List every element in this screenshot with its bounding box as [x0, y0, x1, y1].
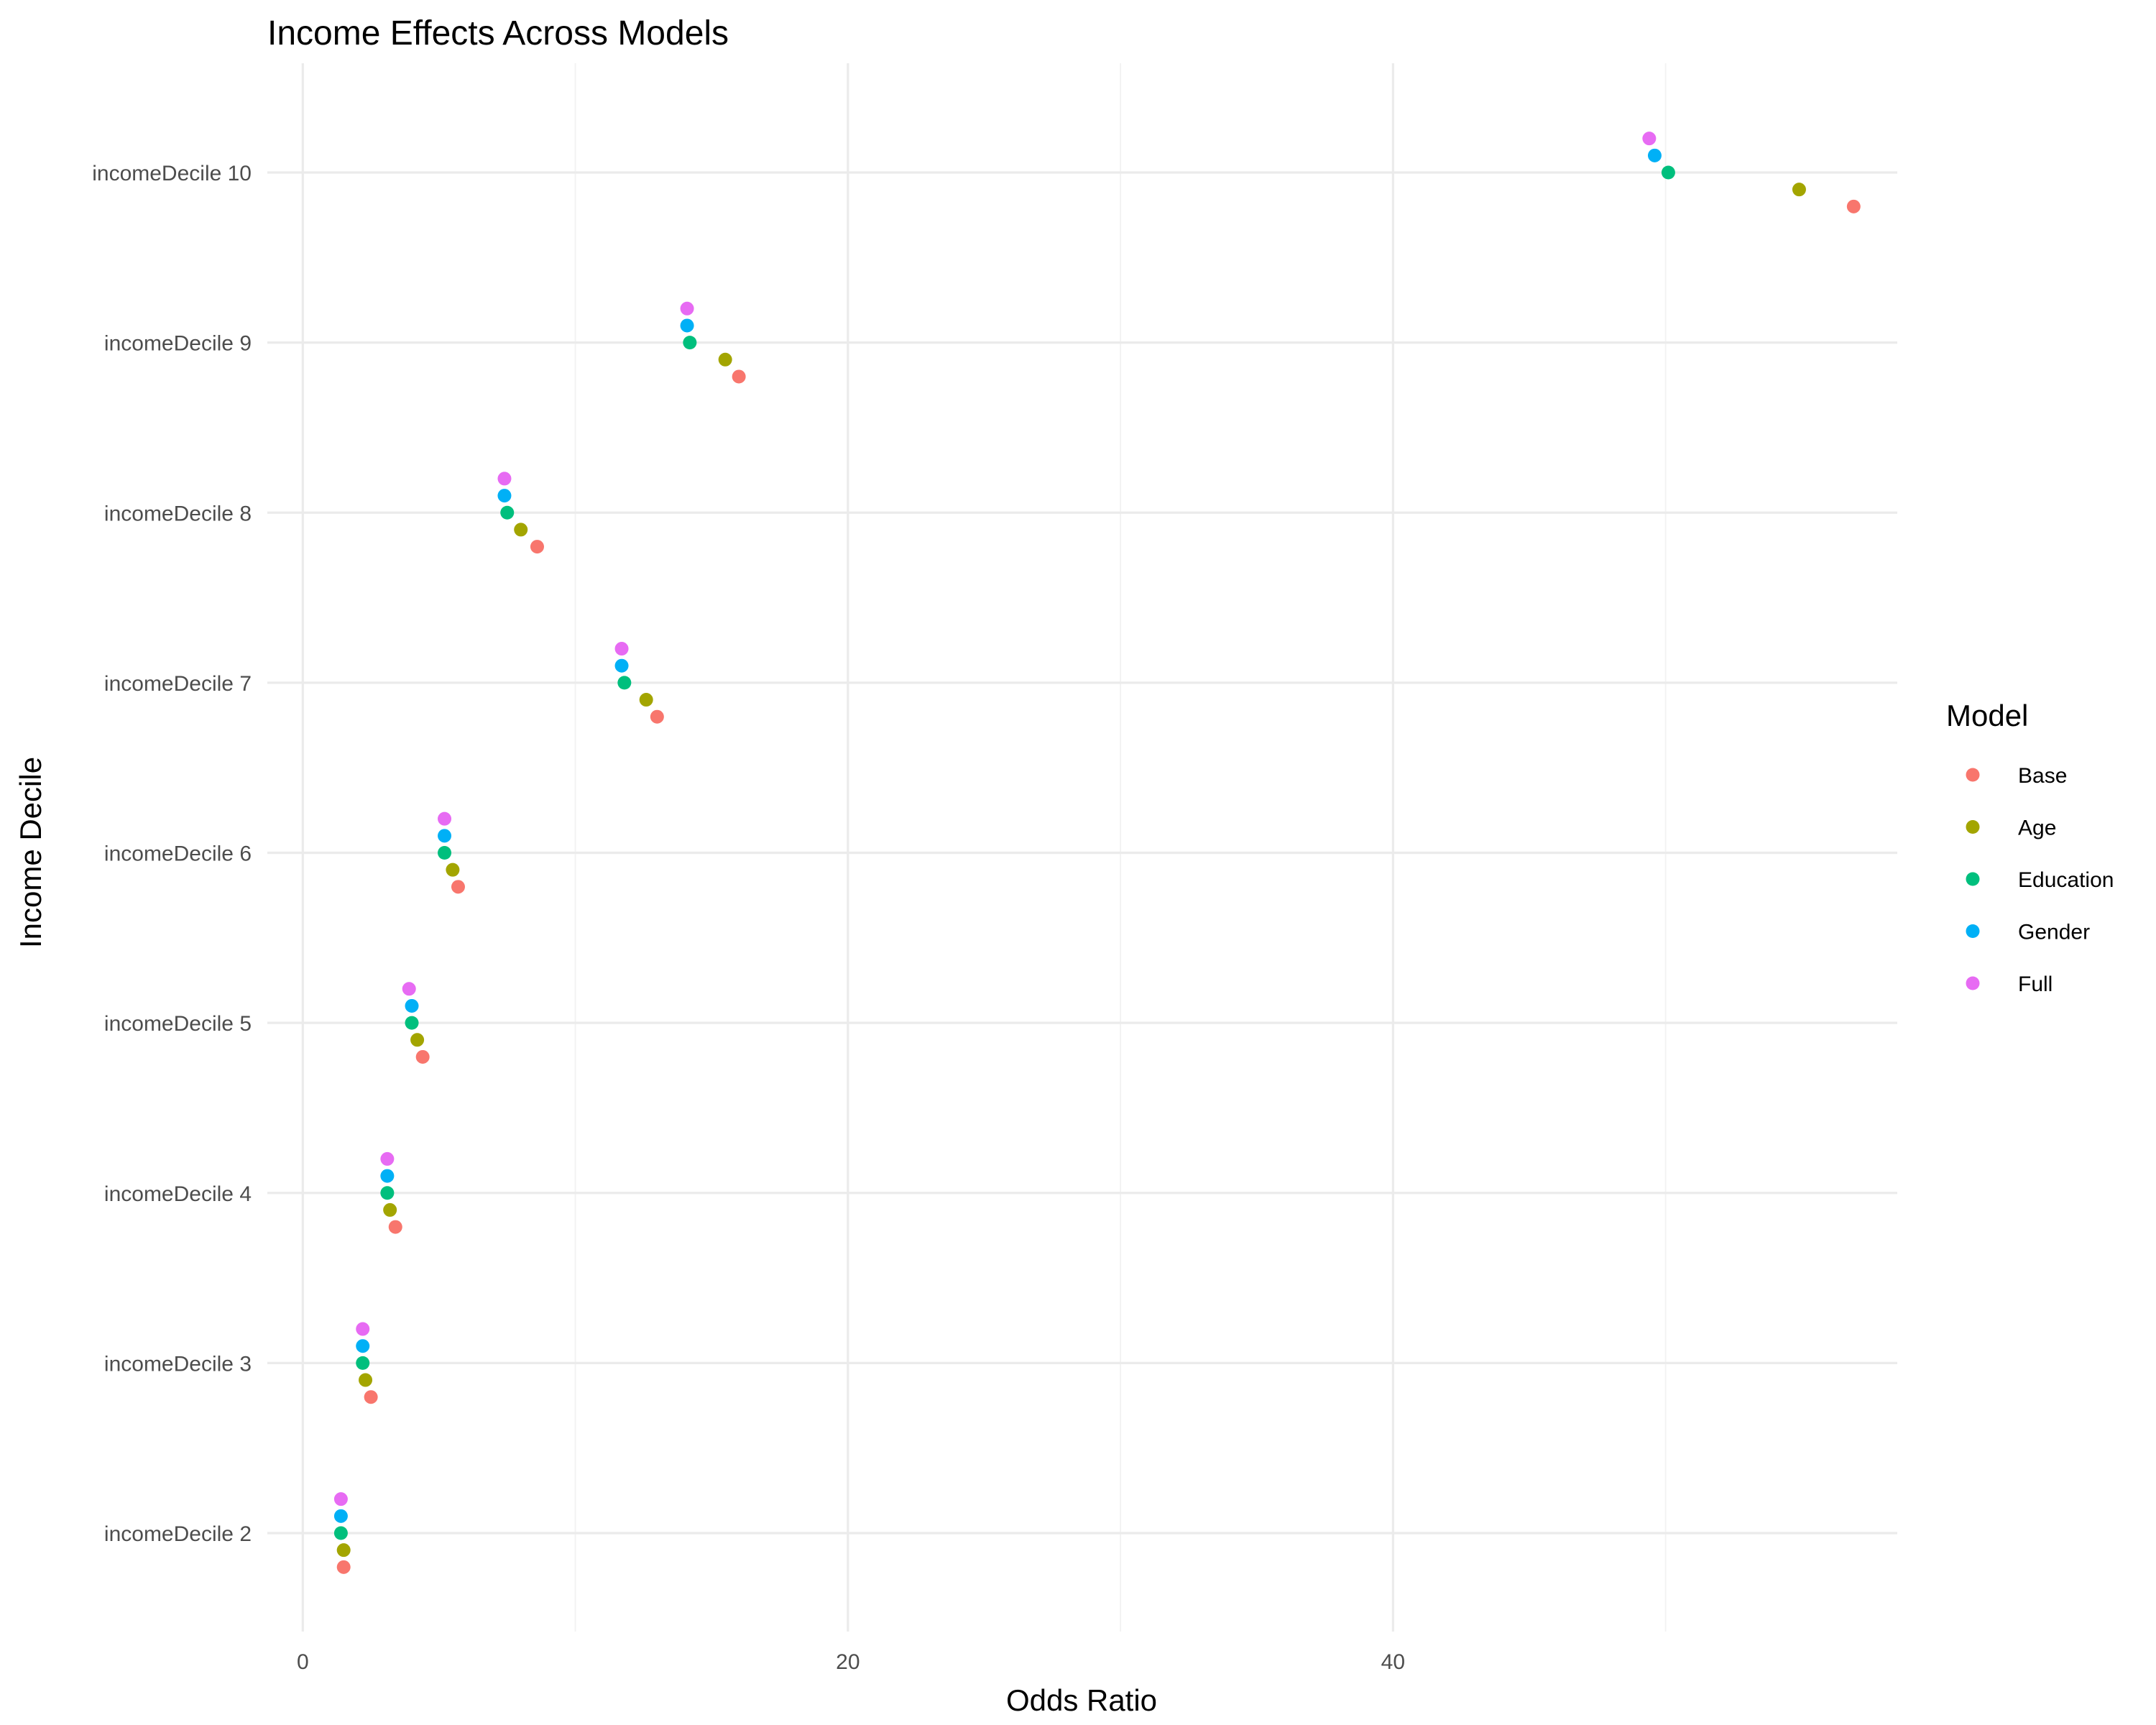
x-tick-label: 0 — [297, 1650, 309, 1674]
data-point — [451, 880, 465, 894]
data-point — [1661, 165, 1675, 180]
legend-key — [1966, 872, 1980, 886]
data-point — [410, 1033, 425, 1047]
data-point — [732, 369, 746, 384]
data-point — [446, 862, 460, 877]
data-point — [514, 523, 528, 537]
data-point — [388, 1220, 402, 1234]
data-point — [405, 998, 419, 1013]
data-point — [1647, 148, 1662, 162]
y-tick-label: incomeDecile 2 — [104, 1522, 252, 1546]
x-tick-label: 40 — [1381, 1650, 1405, 1674]
data-point — [639, 693, 653, 707]
legend-label: Gender — [2018, 921, 2090, 944]
data-points — [333, 132, 1861, 1574]
data-point — [718, 352, 732, 367]
data-point — [530, 540, 544, 554]
data-point — [500, 505, 515, 520]
legend-key — [1966, 924, 1980, 938]
data-point — [380, 1151, 395, 1166]
data-point — [333, 1509, 348, 1523]
data-point — [333, 1526, 348, 1540]
y-tick-label: incomeDecile 7 — [104, 672, 252, 696]
legend-key — [1966, 976, 1980, 990]
grid — [267, 63, 1897, 1632]
data-point — [356, 1339, 370, 1353]
data-point — [497, 472, 512, 486]
y-tick-label: incomeDecile 8 — [104, 502, 252, 525]
y-tick-label: incomeDecile 5 — [104, 1012, 252, 1036]
data-point — [380, 1186, 395, 1200]
data-point — [415, 1049, 430, 1064]
data-point — [438, 811, 452, 826]
data-point — [356, 1356, 370, 1370]
x-axis-ticks: 0 20 40 — [297, 1650, 1405, 1674]
y-axis-ticks: incomeDecile 2 incomeDecile 3 incomeDecile… — [92, 162, 252, 1546]
data-point — [336, 1543, 351, 1558]
y-tick-label: incomeDecile 9 — [104, 332, 252, 356]
x-tick-label: 20 — [836, 1650, 860, 1674]
data-point — [614, 642, 629, 656]
data-point — [614, 658, 629, 673]
legend-label: Age — [2018, 816, 2056, 840]
data-point — [680, 318, 694, 333]
data-point — [356, 1322, 370, 1336]
data-point — [336, 1560, 351, 1574]
data-point — [680, 301, 694, 316]
data-point — [497, 489, 512, 503]
data-point — [383, 1202, 397, 1217]
data-point — [333, 1492, 348, 1506]
chart-title: Income Effects Across Models — [267, 14, 729, 52]
legend-title: Model — [1946, 699, 2028, 732]
data-point — [617, 676, 632, 690]
data-point — [683, 336, 697, 350]
legend-key — [1966, 820, 1980, 834]
y-tick-label: incomeDecile 4 — [104, 1182, 252, 1206]
data-point — [359, 1373, 373, 1387]
data-point — [405, 1016, 419, 1030]
data-point — [402, 982, 416, 996]
data-point — [1792, 183, 1806, 197]
y-axis-title: Income Decile — [14, 757, 47, 948]
data-point — [650, 709, 664, 724]
data-point — [364, 1390, 378, 1404]
data-point — [1846, 199, 1861, 213]
data-point — [438, 829, 452, 843]
legend-label: Education — [2018, 868, 2114, 892]
legend-label: Full — [2018, 972, 2053, 996]
data-point — [438, 846, 452, 860]
data-point — [380, 1169, 395, 1183]
x-axis-title: Odds Ratio — [1006, 1683, 1157, 1717]
y-tick-label: incomeDecile 6 — [104, 842, 252, 866]
legend-items: Base Age Education Gender Full — [1966, 764, 2114, 996]
y-tick-label: incomeDecile 3 — [104, 1352, 252, 1376]
legend-key — [1966, 768, 1980, 782]
data-point — [1642, 132, 1657, 146]
legend: Model Base Age Education Gender Full — [1946, 699, 2114, 996]
y-tick-label: incomeDecile 10 — [92, 162, 252, 185]
legend-label: Base — [2018, 764, 2067, 788]
